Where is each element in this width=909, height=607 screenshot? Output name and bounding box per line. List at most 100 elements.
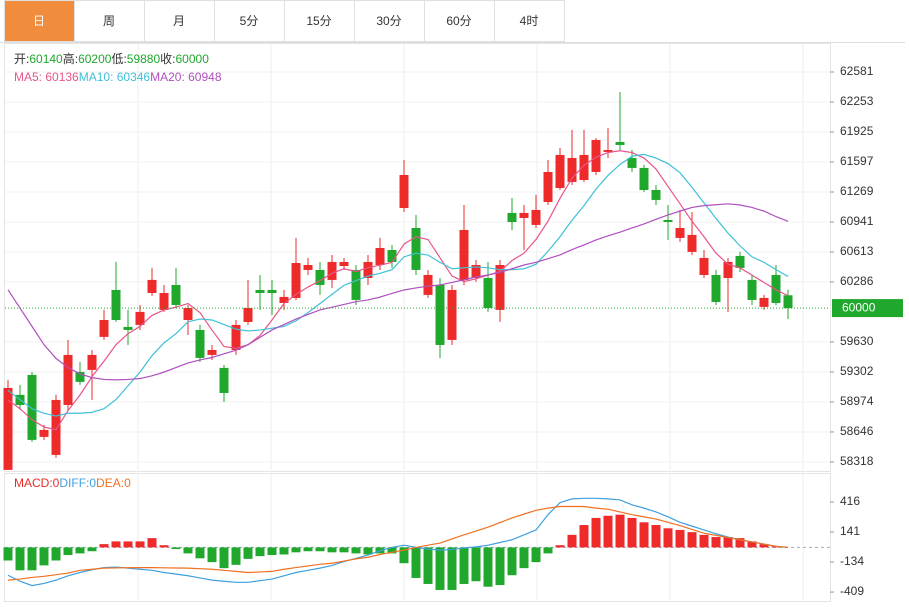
y-tick-label: 60941 <box>840 214 874 228</box>
macd-bar <box>363 547 373 555</box>
y-tick-label: 58318 <box>840 454 874 468</box>
candle-body <box>579 154 589 181</box>
candle-body <box>747 279 757 300</box>
macd-bar <box>483 547 493 587</box>
macd-bar <box>615 514 625 548</box>
macd-bar <box>75 547 85 554</box>
last-price-box <box>832 299 903 318</box>
tab[interactable] <box>74 0 145 42</box>
macd-bar <box>591 517 601 548</box>
macd-bar <box>351 547 361 554</box>
candle-body <box>183 307 193 320</box>
macd-bar <box>567 534 577 548</box>
candle-body <box>567 157 577 182</box>
macd-bar <box>147 538 157 548</box>
candle-body <box>75 371 85 382</box>
candle-body <box>159 292 169 310</box>
ma-line <box>7 150 789 431</box>
macd-bar <box>231 547 241 565</box>
macd-bar <box>759 544 769 548</box>
macd-bar <box>243 547 253 559</box>
macd-bar <box>471 547 481 582</box>
candle-body <box>87 354 97 370</box>
macd-bar <box>543 547 553 554</box>
tab[interactable] <box>144 0 215 42</box>
candle-body <box>411 227 421 270</box>
candle-body <box>255 289 265 293</box>
tab[interactable] <box>214 0 285 42</box>
y-tick-label: 141 <box>840 524 860 538</box>
candle-body <box>759 297 769 307</box>
y-tick-label: -134 <box>840 554 864 568</box>
ma-value: 60948 <box>188 70 222 84</box>
candle-body <box>171 284 181 305</box>
ma-value: 60136 <box>45 70 79 84</box>
tab-label[interactable]: 月 <box>173 14 185 28</box>
tab-label[interactable]: 4时 <box>520 14 539 28</box>
candle-body <box>39 429 49 437</box>
candle-body <box>663 219 673 223</box>
tab-label[interactable]: 日 <box>33 14 45 28</box>
y-tick-label: 59630 <box>840 334 874 348</box>
tab[interactable] <box>424 0 495 42</box>
macd-bar <box>747 541 757 548</box>
macd-bar <box>63 547 73 556</box>
tab-label[interactable]: 周 <box>103 14 115 28</box>
info-label: 开: <box>14 52 29 66</box>
macd-bar <box>531 547 541 563</box>
candle-body <box>375 247 385 266</box>
y-tick-label: 58646 <box>840 424 874 438</box>
tab[interactable] <box>4 0 75 42</box>
candle-body <box>303 265 313 270</box>
macd-bar <box>39 547 49 566</box>
macd-bar <box>411 547 421 578</box>
candle-body <box>639 167 649 190</box>
macd-bar <box>327 547 337 553</box>
ma-value: 60346 <box>117 70 151 84</box>
candle-body <box>591 139 601 172</box>
macd-bar <box>663 528 673 548</box>
candle-body <box>543 171 553 202</box>
info-label: DEA: <box>96 476 124 490</box>
candle-body <box>327 261 337 280</box>
candle-body <box>147 279 157 293</box>
candle-body <box>627 157 637 168</box>
candle-body <box>267 289 277 293</box>
info-value: 60200 <box>78 52 112 66</box>
ma-name: MA10: <box>79 70 117 84</box>
ma-info: MA5: 60136MA10: 60346MA20: 60948 <box>14 70 222 84</box>
vertical-grid <box>137 44 804 600</box>
y-tick-label: 58974 <box>840 394 874 408</box>
candle-body <box>63 354 73 405</box>
candle-body <box>783 295 793 309</box>
tab-label[interactable]: 15分 <box>306 14 331 28</box>
ma-line <box>7 153 789 417</box>
candle-body <box>435 284 445 345</box>
ohlc-info: 开:60140高:60200低:59880收:60000 <box>14 51 209 66</box>
candle-body <box>111 289 121 320</box>
macd-bar <box>315 547 325 552</box>
ma-name: MA20: <box>150 70 188 84</box>
macd-bar <box>207 547 217 563</box>
tab[interactable] <box>494 0 565 42</box>
tab-label[interactable]: 30分 <box>376 14 401 28</box>
candle-body <box>615 141 625 145</box>
macd-bar <box>135 541 145 548</box>
candle-body <box>507 212 517 223</box>
macd-bar <box>255 547 265 557</box>
macd-bar <box>735 538 745 548</box>
tab-label[interactable]: 5分 <box>240 14 259 28</box>
candle-body <box>735 255 745 268</box>
tab-label[interactable]: 60分 <box>446 14 471 28</box>
ma-name: MA5: <box>14 70 45 84</box>
candle-body <box>651 189 661 200</box>
macd-bar <box>267 547 277 556</box>
macd-bar <box>675 529 685 548</box>
macd-bar <box>279 547 289 555</box>
candle-body <box>219 367 229 393</box>
candle-body <box>315 269 325 285</box>
macd-bar <box>123 541 133 548</box>
y-tick-label: 62581 <box>840 64 874 78</box>
candle-body <box>291 262 301 298</box>
